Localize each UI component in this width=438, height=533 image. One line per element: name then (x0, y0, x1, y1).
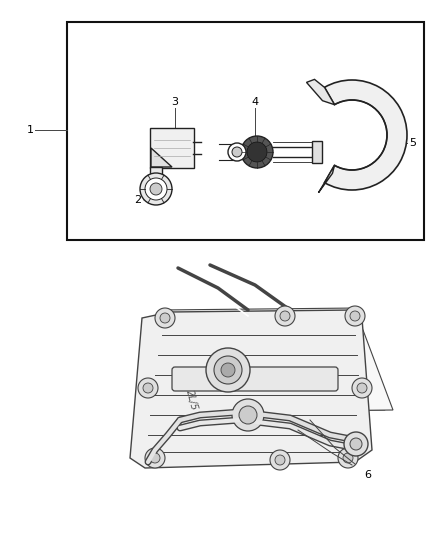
Circle shape (221, 363, 235, 377)
Polygon shape (168, 350, 369, 372)
Circle shape (247, 142, 267, 162)
Polygon shape (130, 310, 372, 468)
Circle shape (350, 438, 362, 450)
Text: 4: 4 (251, 97, 258, 107)
Circle shape (143, 383, 153, 393)
Circle shape (145, 448, 165, 468)
Text: 1: 1 (27, 125, 33, 135)
Circle shape (345, 306, 365, 326)
Circle shape (138, 378, 158, 398)
Circle shape (160, 313, 170, 323)
Polygon shape (160, 336, 361, 352)
Circle shape (350, 311, 360, 321)
Polygon shape (151, 148, 172, 167)
Text: 2: 2 (134, 195, 141, 205)
Circle shape (206, 348, 250, 392)
Circle shape (232, 399, 264, 431)
Polygon shape (184, 390, 385, 412)
Circle shape (232, 147, 242, 157)
Circle shape (228, 143, 246, 161)
FancyBboxPatch shape (150, 128, 194, 168)
Polygon shape (307, 79, 335, 104)
FancyBboxPatch shape (172, 367, 338, 391)
Circle shape (140, 173, 172, 205)
Text: 3: 3 (172, 97, 179, 107)
Polygon shape (160, 308, 363, 332)
Bar (67, 22, 424, 240)
Polygon shape (150, 167, 162, 185)
Polygon shape (318, 165, 335, 192)
Circle shape (270, 450, 290, 470)
Circle shape (155, 308, 175, 328)
Text: 5: 5 (410, 138, 417, 148)
Circle shape (150, 183, 162, 195)
Circle shape (275, 455, 285, 465)
Circle shape (344, 432, 368, 456)
Circle shape (357, 383, 367, 393)
Circle shape (352, 378, 372, 398)
Circle shape (241, 136, 273, 168)
Circle shape (275, 306, 295, 326)
Circle shape (239, 406, 257, 424)
Text: 2L/5: 2L/5 (184, 389, 200, 411)
Circle shape (338, 448, 358, 468)
Text: 6: 6 (364, 470, 371, 480)
Circle shape (214, 356, 242, 384)
Circle shape (280, 311, 290, 321)
Wedge shape (325, 80, 407, 190)
Circle shape (145, 178, 167, 200)
Circle shape (343, 453, 353, 463)
Polygon shape (165, 330, 393, 412)
Polygon shape (176, 370, 377, 392)
Circle shape (150, 453, 160, 463)
FancyBboxPatch shape (312, 141, 322, 163)
